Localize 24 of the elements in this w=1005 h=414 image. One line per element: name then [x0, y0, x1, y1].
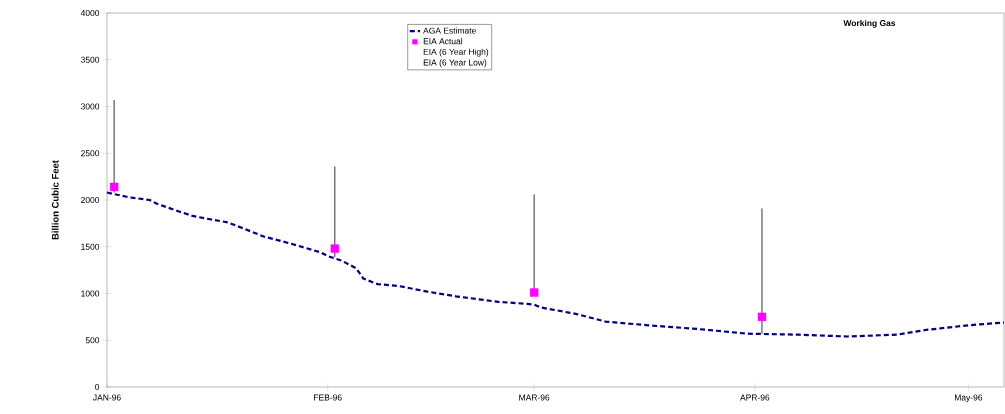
y-tick-label: 3500 [80, 56, 100, 63]
x-tick-label: FEB-96 [314, 394, 342, 401]
text: Working Gas [843, 19, 896, 28]
point [109, 182, 119, 192]
y-tick-label: 1500 [81, 243, 100, 250]
y-tick-label: 2000 [81, 197, 100, 203]
y-tick-label: 1000 [81, 290, 100, 297]
y-axis-title: Billion Cubic Feet [51, 160, 59, 240]
x-tick-label: APR-96 [740, 394, 770, 401]
y-tick-label: 4000 [80, 10, 100, 16]
point [529, 288, 539, 297]
annotation: EIA (6 Year High) [423, 48, 489, 57]
y-tick-label: 0 [95, 384, 100, 390]
point [330, 244, 340, 253]
y-tick-label: 500 [85, 337, 100, 344]
annotation: EIA (6 Year Low) [423, 59, 487, 68]
y-tick-label: 3000 [80, 103, 100, 110]
x-tick-label: May-96 [954, 394, 983, 403]
point [757, 312, 767, 322]
x-tick-label: JAN-96 [93, 394, 121, 401]
legend-label: EIA Actual [423, 38, 463, 45]
legend-label: AGA Estimate [423, 27, 476, 34]
x-tick-label: MAR-96 [519, 394, 550, 401]
y-tick-label: 2500 [81, 150, 100, 157]
